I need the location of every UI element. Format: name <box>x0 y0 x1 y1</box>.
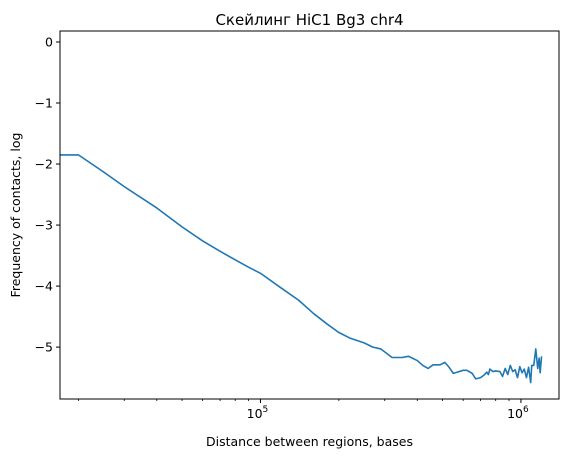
y-tick-label: −2 <box>35 157 53 172</box>
y-axis-label: Frequency of contacts, log <box>8 133 23 298</box>
y-tick-label: −1 <box>35 96 53 111</box>
series-line-0 <box>60 154 543 384</box>
plot-frame <box>59 30 560 400</box>
x-tick-label: 106 <box>507 405 529 421</box>
y-axis: 0 −1 −2 −3 −4 −5 <box>35 34 60 355</box>
y-tick-label: −4 <box>35 279 53 294</box>
x-axis-label: Distance between regions, bases <box>206 434 413 449</box>
x-axis: 105 106 <box>77 399 529 421</box>
chart-title: Скейлинг HiC1 Bg3 chr4 <box>215 11 403 29</box>
y-tick-label: 0 <box>45 34 53 49</box>
y-tick-label: −5 <box>35 340 53 355</box>
x-tick-label: 105 <box>247 405 269 421</box>
y-tick-label: −3 <box>35 218 53 233</box>
plot-area <box>60 154 543 384</box>
